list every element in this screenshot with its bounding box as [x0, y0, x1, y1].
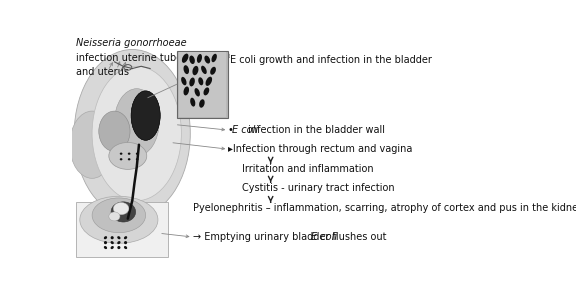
Ellipse shape — [203, 87, 209, 95]
Ellipse shape — [80, 196, 158, 243]
Ellipse shape — [210, 67, 216, 75]
Text: E coli: E coli — [311, 232, 338, 242]
Ellipse shape — [109, 212, 120, 221]
Ellipse shape — [118, 241, 120, 244]
Ellipse shape — [118, 236, 120, 239]
Text: infection uterine tubes, ovary: infection uterine tubes, ovary — [77, 53, 221, 63]
Ellipse shape — [115, 89, 159, 156]
Ellipse shape — [111, 202, 135, 222]
Ellipse shape — [111, 236, 113, 239]
Ellipse shape — [124, 246, 127, 249]
Ellipse shape — [190, 98, 195, 107]
Ellipse shape — [124, 236, 127, 239]
Ellipse shape — [204, 56, 210, 63]
Ellipse shape — [198, 77, 203, 85]
Text: E coli: E coli — [232, 125, 258, 135]
Ellipse shape — [104, 246, 107, 249]
Ellipse shape — [120, 152, 123, 155]
Ellipse shape — [201, 66, 207, 74]
Ellipse shape — [192, 66, 199, 75]
Text: infection in the bladder wall: infection in the bladder wall — [245, 125, 385, 135]
Ellipse shape — [128, 152, 131, 155]
Ellipse shape — [113, 203, 129, 215]
Text: •: • — [228, 125, 237, 135]
Ellipse shape — [104, 236, 107, 239]
Text: ▸Infection through rectum and vagina: ▸Infection through rectum and vagina — [228, 144, 412, 154]
FancyBboxPatch shape — [179, 52, 226, 117]
Ellipse shape — [111, 246, 114, 249]
Ellipse shape — [184, 65, 189, 74]
Ellipse shape — [131, 91, 160, 140]
Text: Cystitis - urinary tract infection: Cystitis - urinary tract infection — [242, 183, 394, 194]
Ellipse shape — [206, 77, 212, 86]
Ellipse shape — [124, 241, 127, 244]
Ellipse shape — [195, 88, 200, 97]
Text: and uterus: and uterus — [77, 68, 130, 77]
Ellipse shape — [120, 158, 123, 160]
Ellipse shape — [104, 241, 107, 244]
Ellipse shape — [136, 152, 138, 155]
Ellipse shape — [131, 91, 160, 140]
Ellipse shape — [111, 241, 114, 244]
Text: Pyelonephritis – inflammation, scarring, atrophy of cortex and pus in the kidney: Pyelonephritis – inflammation, scarring,… — [192, 203, 576, 213]
Ellipse shape — [99, 111, 130, 151]
Ellipse shape — [184, 86, 189, 95]
Ellipse shape — [181, 77, 187, 85]
Ellipse shape — [92, 198, 146, 233]
Ellipse shape — [190, 56, 195, 64]
Text: → Emptying urinary bladder flushes out: → Emptying urinary bladder flushes out — [192, 232, 389, 242]
Ellipse shape — [197, 54, 202, 63]
Text: E coli growth and infection in the bladder: E coli growth and infection in the bladd… — [230, 55, 433, 65]
Ellipse shape — [211, 54, 217, 62]
FancyBboxPatch shape — [177, 51, 228, 118]
Ellipse shape — [199, 99, 204, 108]
Ellipse shape — [190, 77, 195, 86]
Text: Irritation and inflammation: Irritation and inflammation — [242, 164, 373, 174]
Ellipse shape — [182, 54, 188, 63]
Ellipse shape — [92, 66, 181, 201]
Ellipse shape — [109, 143, 147, 169]
FancyBboxPatch shape — [77, 202, 168, 257]
Ellipse shape — [70, 111, 115, 178]
Ellipse shape — [74, 49, 190, 218]
Ellipse shape — [118, 246, 120, 249]
Text: Neisseria gonorrhoeae: Neisseria gonorrhoeae — [77, 38, 187, 48]
Ellipse shape — [128, 158, 131, 160]
Ellipse shape — [136, 158, 138, 160]
